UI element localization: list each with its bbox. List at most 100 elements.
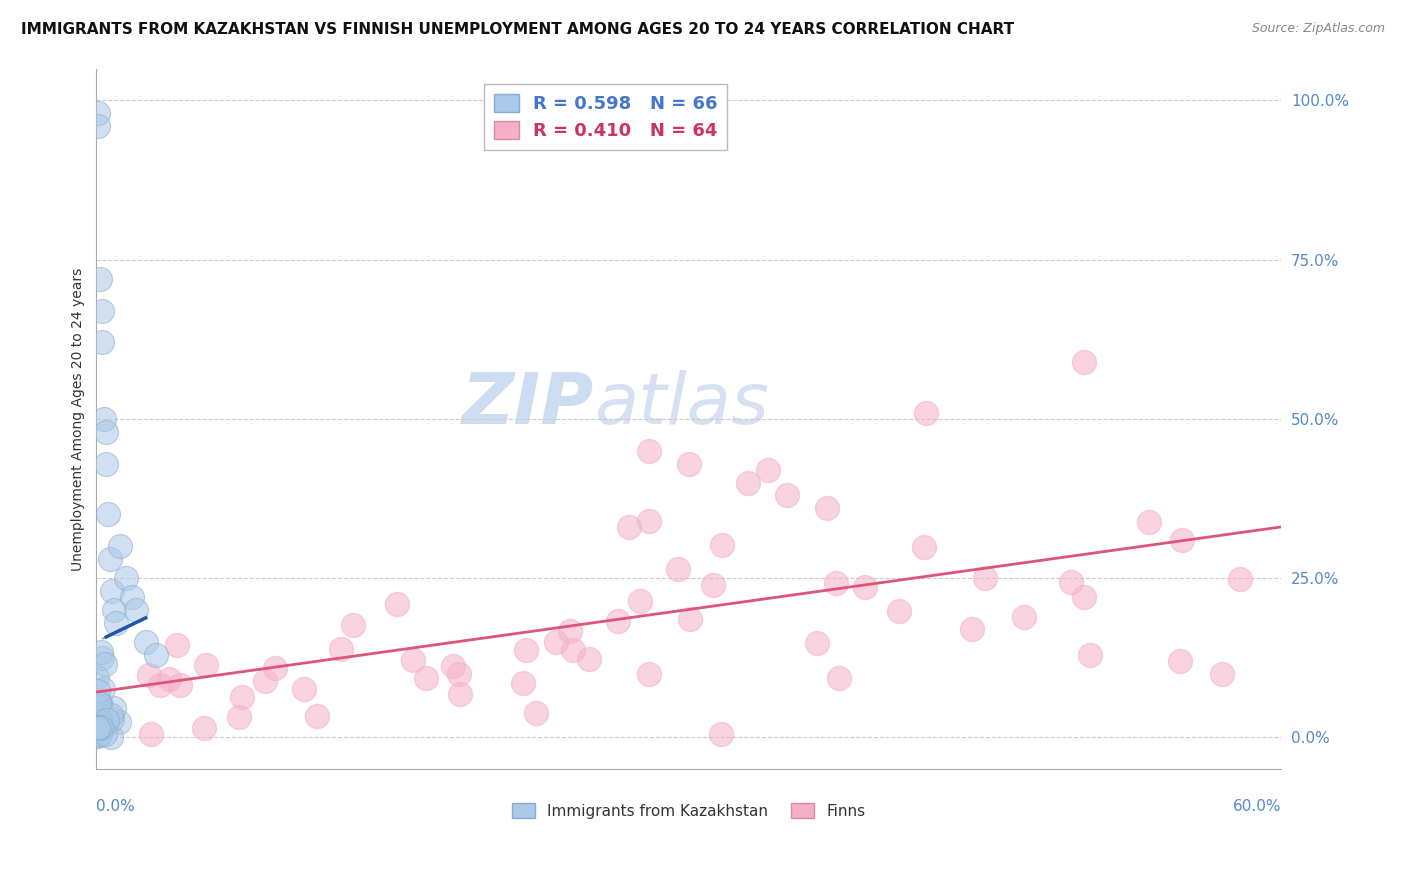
Point bbox=[169, 678, 191, 692]
Point bbox=[815, 501, 838, 516]
Point bbox=[86, 712, 108, 726]
Point bbox=[93, 719, 115, 733]
Point bbox=[678, 457, 700, 471]
Point bbox=[194, 658, 217, 673]
Point bbox=[91, 682, 114, 697]
Point bbox=[974, 571, 997, 585]
Point bbox=[90, 651, 112, 665]
Point bbox=[94, 716, 117, 731]
Point bbox=[441, 659, 464, 673]
Point bbox=[105, 615, 128, 630]
Point bbox=[157, 672, 180, 686]
Point bbox=[887, 604, 910, 618]
Point bbox=[101, 712, 124, 726]
Point bbox=[756, 463, 779, 477]
Point bbox=[90, 698, 112, 712]
Point bbox=[415, 671, 437, 685]
Point bbox=[125, 603, 148, 617]
Point bbox=[101, 583, 124, 598]
Point bbox=[98, 552, 121, 566]
Point bbox=[806, 636, 828, 650]
Text: IMMIGRANTS FROM KAZAKHSTAN VS FINNISH UNEMPLOYMENT AMONG AGES 20 TO 24 YEARS COR: IMMIGRANTS FROM KAZAKHSTAN VS FINNISH UN… bbox=[21, 22, 1014, 37]
Point bbox=[387, 597, 409, 611]
Point bbox=[330, 642, 353, 657]
Point bbox=[97, 508, 120, 522]
Point bbox=[93, 412, 115, 426]
Point bbox=[89, 714, 111, 728]
Point bbox=[960, 622, 983, 636]
Point bbox=[254, 673, 277, 688]
Point bbox=[342, 618, 364, 632]
Point bbox=[607, 614, 630, 628]
Point bbox=[87, 722, 110, 736]
Point bbox=[94, 719, 117, 733]
Point bbox=[89, 696, 111, 710]
Point bbox=[135, 635, 157, 649]
Point bbox=[737, 475, 759, 490]
Point bbox=[89, 717, 111, 731]
Point bbox=[93, 657, 115, 671]
Point bbox=[89, 714, 111, 729]
Point bbox=[638, 666, 661, 681]
Point bbox=[1014, 609, 1036, 624]
Point bbox=[292, 681, 315, 696]
Point bbox=[87, 725, 110, 739]
Point bbox=[193, 722, 215, 736]
Point bbox=[145, 648, 167, 662]
Point bbox=[638, 443, 661, 458]
Point bbox=[562, 643, 585, 657]
Point bbox=[89, 703, 111, 717]
Point bbox=[100, 707, 122, 722]
Point bbox=[914, 405, 936, 419]
Point bbox=[139, 727, 162, 741]
Point bbox=[90, 645, 112, 659]
Point bbox=[544, 634, 567, 648]
Point bbox=[100, 730, 122, 744]
Point bbox=[87, 721, 110, 735]
Point bbox=[96, 457, 118, 471]
Point bbox=[828, 672, 851, 686]
Point bbox=[89, 698, 111, 713]
Point bbox=[628, 594, 651, 608]
Text: ZIP: ZIP bbox=[461, 370, 593, 440]
Point bbox=[103, 603, 125, 617]
Text: Source: ZipAtlas.com: Source: ZipAtlas.com bbox=[1251, 22, 1385, 36]
Legend: Immigrants from Kazakhstan, Finns: Immigrants from Kazakhstan, Finns bbox=[506, 797, 872, 825]
Point bbox=[512, 676, 534, 690]
Point bbox=[1073, 591, 1095, 605]
Point bbox=[87, 106, 110, 120]
Point bbox=[912, 540, 935, 554]
Point bbox=[1168, 654, 1191, 668]
Point bbox=[87, 728, 110, 742]
Point bbox=[638, 514, 661, 528]
Point bbox=[91, 335, 114, 350]
Point bbox=[515, 643, 537, 657]
Point bbox=[89, 727, 111, 741]
Point bbox=[108, 539, 131, 553]
Point bbox=[1137, 515, 1160, 529]
Point bbox=[96, 425, 118, 439]
Point bbox=[166, 638, 188, 652]
Point bbox=[666, 562, 689, 576]
Point bbox=[89, 272, 111, 286]
Point bbox=[1211, 666, 1233, 681]
Point bbox=[149, 677, 172, 691]
Point bbox=[96, 714, 118, 728]
Point bbox=[524, 706, 547, 721]
Point bbox=[447, 666, 470, 681]
Point bbox=[86, 700, 108, 714]
Point bbox=[115, 571, 138, 585]
Text: 60.0%: 60.0% bbox=[1233, 799, 1281, 814]
Point bbox=[1073, 354, 1095, 368]
Point bbox=[91, 716, 114, 731]
Point bbox=[1171, 533, 1194, 547]
Text: 0.0%: 0.0% bbox=[97, 799, 135, 814]
Point bbox=[619, 520, 641, 534]
Point bbox=[824, 576, 846, 591]
Point bbox=[228, 710, 250, 724]
Point bbox=[90, 721, 112, 735]
Point bbox=[138, 668, 160, 682]
Point bbox=[402, 653, 425, 667]
Point bbox=[91, 303, 114, 318]
Y-axis label: Unemployment Among Ages 20 to 24 years: Unemployment Among Ages 20 to 24 years bbox=[72, 268, 86, 571]
